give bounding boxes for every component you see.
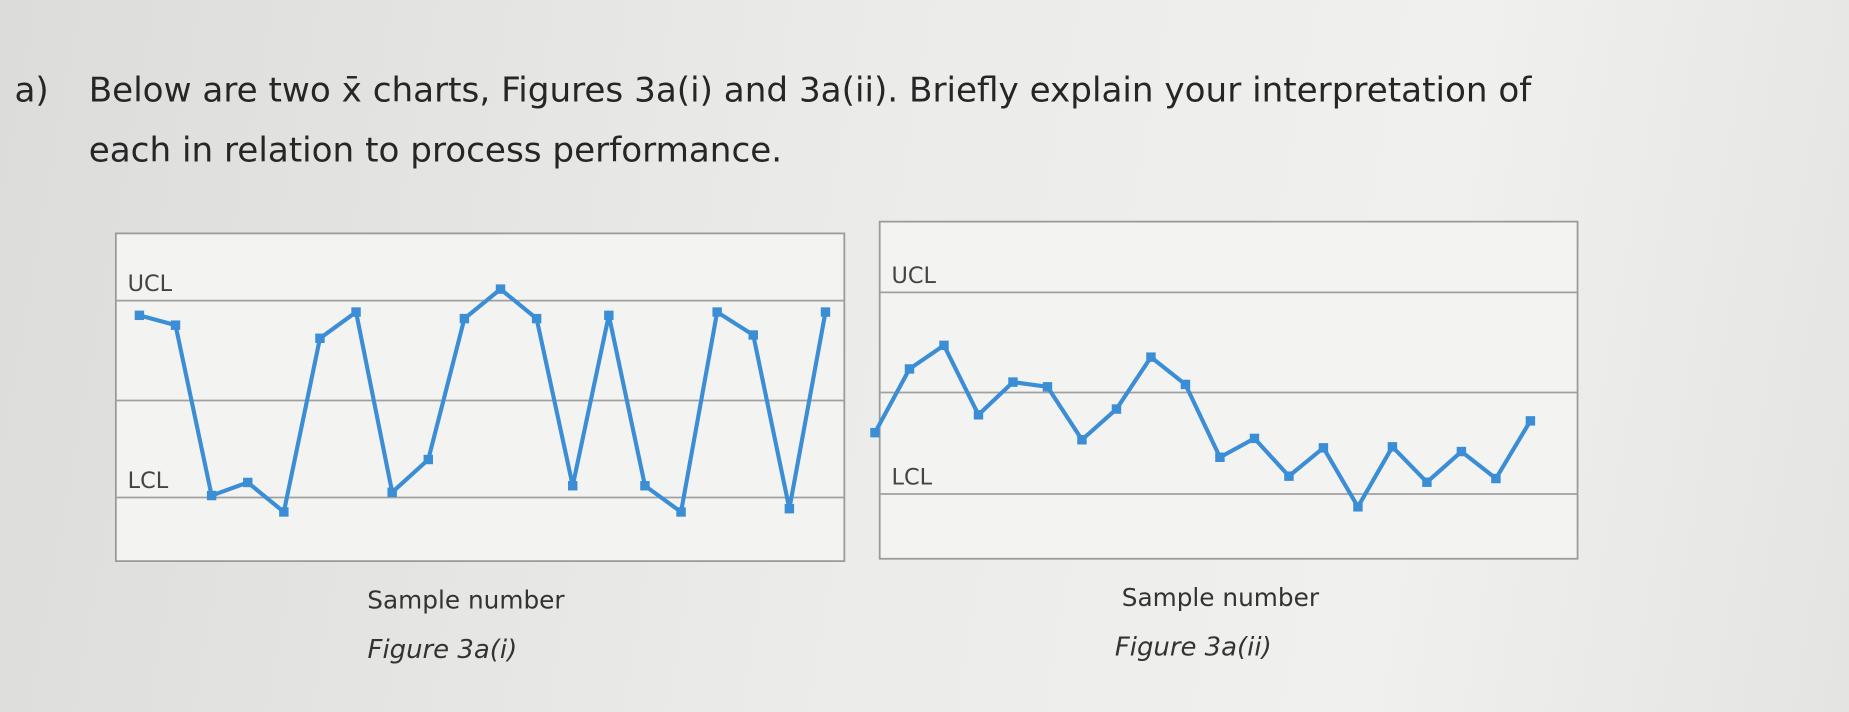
data-point (1008, 377, 1018, 387)
data-point (170, 320, 181, 330)
question-label: a) (14, 70, 48, 110)
data-point (243, 477, 253, 488)
data-line (138, 287, 828, 515)
figure-caption: Figure 3a(i) (368, 635, 518, 665)
data-point (1077, 435, 1087, 445)
control-line-label: UCL (891, 263, 936, 289)
data-point (1180, 379, 1191, 390)
data-point (1456, 446, 1467, 457)
control-line-label: LCL (891, 465, 932, 491)
data-point (423, 454, 433, 465)
data-point (315, 333, 325, 343)
data-point (1146, 352, 1156, 362)
data-point (784, 503, 795, 514)
data-point (495, 284, 506, 294)
figure-caption: Figure 3a(ii) (1115, 632, 1272, 662)
x-axis-label: Sample number (1122, 583, 1320, 612)
data-point (904, 364, 915, 374)
data-point (1215, 452, 1225, 462)
control-line-label: LCL (128, 468, 169, 494)
data-point (604, 310, 614, 321)
data-point (459, 313, 470, 324)
data-point (640, 481, 650, 491)
data-line (873, 343, 1533, 509)
data-point (1249, 433, 1260, 444)
control-line-label: UCL (128, 271, 173, 297)
data-point (870, 427, 880, 438)
data-point (973, 410, 984, 420)
question-line: each in relation to process performance. (89, 130, 782, 170)
chart-frame (878, 220, 1579, 560)
data-point (1042, 382, 1053, 392)
data-point (1111, 404, 1122, 414)
data-point (939, 340, 949, 351)
data-point (134, 310, 145, 321)
data-point (676, 507, 686, 517)
question-line: Below are two x̄ charts, Figures 3a(i) a… (89, 70, 1533, 110)
data-point (279, 507, 289, 517)
data-point (820, 307, 831, 317)
data-point (748, 330, 758, 340)
data-point (531, 313, 542, 324)
x-axis-label: Sample number (367, 585, 565, 614)
data-point (568, 481, 578, 491)
chart-frame (114, 232, 846, 562)
data-point (1387, 442, 1398, 452)
data-point (712, 307, 722, 317)
data-point (206, 490, 217, 501)
data-point (1422, 477, 1432, 487)
data-point (351, 307, 361, 317)
data-point (1525, 416, 1536, 426)
data-point (1318, 443, 1329, 453)
data-point (1353, 502, 1363, 512)
data-point (387, 487, 397, 498)
data-point (1491, 473, 1501, 484)
data-point (1284, 471, 1294, 481)
